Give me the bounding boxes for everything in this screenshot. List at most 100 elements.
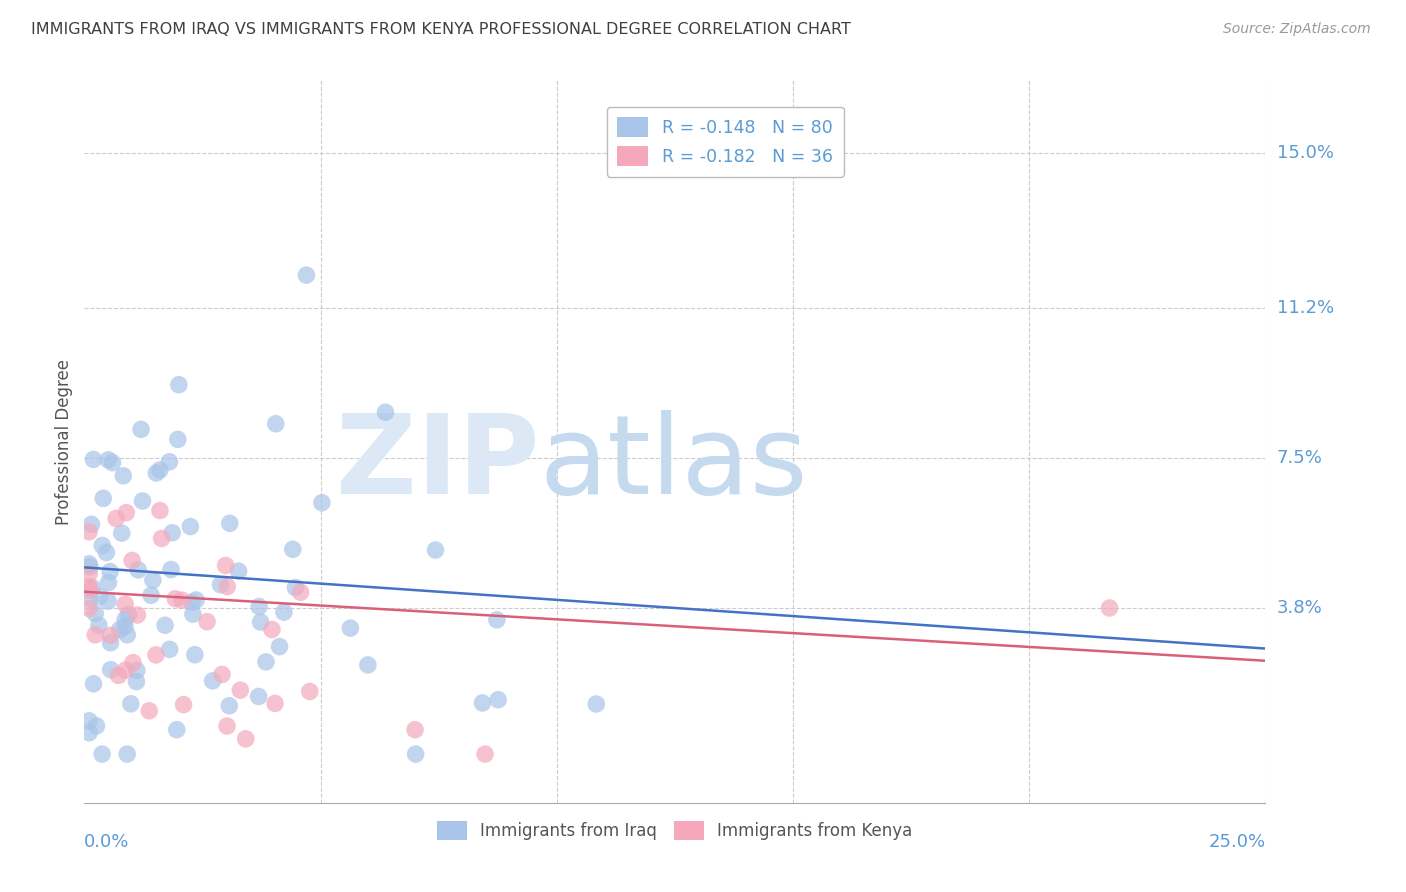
Point bbox=[218, 516, 240, 531]
Point bbox=[357, 657, 380, 672]
Point bbox=[79, 560, 101, 574]
Point bbox=[184, 593, 207, 607]
Point bbox=[249, 615, 271, 629]
Point bbox=[153, 618, 176, 632]
Point bbox=[79, 583, 101, 598]
Point bbox=[129, 422, 152, 436]
Text: 7.5%: 7.5% bbox=[1277, 449, 1323, 467]
Point bbox=[100, 636, 122, 650]
Point bbox=[91, 539, 114, 553]
Point bbox=[374, 405, 396, 419]
Point bbox=[247, 690, 270, 704]
Point bbox=[125, 674, 148, 689]
Point bbox=[157, 455, 180, 469]
Point bbox=[173, 698, 195, 712]
Point bbox=[77, 580, 100, 594]
Point bbox=[141, 588, 163, 602]
Point bbox=[254, 655, 277, 669]
Point bbox=[181, 607, 204, 621]
Point bbox=[114, 612, 136, 626]
Y-axis label: Professional Degree: Professional Degree bbox=[55, 359, 73, 524]
Point bbox=[181, 595, 204, 609]
Point bbox=[290, 585, 312, 599]
Point bbox=[98, 565, 121, 579]
Point bbox=[83, 677, 105, 691]
Point bbox=[273, 605, 295, 619]
Point bbox=[166, 723, 188, 737]
Text: Source: ZipAtlas.com: Source: ZipAtlas.com bbox=[1223, 22, 1371, 37]
Point bbox=[264, 697, 287, 711]
Point bbox=[166, 433, 188, 447]
Point bbox=[114, 619, 136, 633]
Point bbox=[471, 696, 494, 710]
Point bbox=[170, 593, 193, 607]
Point bbox=[281, 542, 304, 557]
Point bbox=[108, 623, 131, 637]
Point bbox=[122, 656, 145, 670]
Point bbox=[404, 723, 426, 737]
Point bbox=[405, 747, 427, 761]
Point bbox=[1098, 601, 1121, 615]
Point bbox=[211, 667, 233, 681]
Point bbox=[91, 747, 114, 761]
Point bbox=[89, 590, 111, 604]
Point bbox=[121, 553, 143, 567]
Text: 11.2%: 11.2% bbox=[1277, 299, 1334, 317]
Point bbox=[127, 563, 149, 577]
Point bbox=[77, 524, 100, 539]
Point bbox=[82, 452, 104, 467]
Point bbox=[235, 731, 257, 746]
Text: IMMIGRANTS FROM IRAQ VS IMMIGRANTS FROM KENYA PROFESSIONAL DEGREE CORRELATION CH: IMMIGRANTS FROM IRAQ VS IMMIGRANTS FROM … bbox=[31, 22, 851, 37]
Point bbox=[165, 591, 187, 606]
Point bbox=[215, 719, 238, 733]
Point bbox=[114, 663, 136, 677]
Point bbox=[284, 581, 307, 595]
Point bbox=[127, 607, 149, 622]
Point bbox=[97, 452, 120, 467]
Point bbox=[485, 613, 508, 627]
Point bbox=[138, 704, 160, 718]
Point bbox=[80, 517, 103, 532]
Point bbox=[77, 714, 100, 728]
Point bbox=[228, 564, 250, 578]
Point bbox=[201, 673, 224, 688]
Point bbox=[149, 503, 172, 517]
Point bbox=[295, 268, 318, 282]
Point bbox=[145, 466, 167, 480]
Point bbox=[269, 640, 291, 654]
Text: atlas: atlas bbox=[538, 409, 807, 516]
Point bbox=[111, 526, 134, 541]
Point bbox=[474, 747, 496, 761]
Point bbox=[105, 511, 128, 525]
Point bbox=[125, 664, 148, 678]
Point bbox=[217, 580, 239, 594]
Point bbox=[195, 615, 218, 629]
Point bbox=[298, 684, 321, 698]
Point bbox=[160, 525, 183, 540]
Point bbox=[229, 683, 252, 698]
Point bbox=[214, 558, 236, 573]
Text: ZIP: ZIP bbox=[336, 409, 538, 516]
Point bbox=[82, 581, 104, 595]
Point bbox=[260, 623, 283, 637]
Point bbox=[160, 562, 183, 576]
Point bbox=[247, 599, 270, 614]
Point bbox=[77, 601, 100, 615]
Text: 0.0%: 0.0% bbox=[84, 833, 129, 851]
Text: 3.8%: 3.8% bbox=[1277, 599, 1322, 617]
Point bbox=[145, 648, 167, 662]
Point bbox=[339, 621, 361, 635]
Point bbox=[107, 668, 129, 682]
Point bbox=[91, 491, 114, 506]
Point bbox=[97, 575, 120, 590]
Point bbox=[100, 663, 122, 677]
Point bbox=[115, 747, 138, 761]
Point bbox=[585, 697, 607, 711]
Point bbox=[159, 642, 181, 657]
Point bbox=[114, 597, 136, 611]
Point bbox=[167, 377, 190, 392]
Point bbox=[131, 494, 153, 508]
Point bbox=[209, 578, 232, 592]
Point bbox=[84, 607, 107, 621]
Point bbox=[100, 628, 122, 642]
